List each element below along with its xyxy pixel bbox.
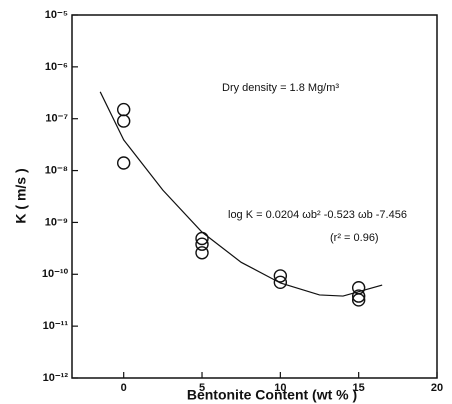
annotation: log K = 0.0204 ωb² -0.523 ωb -7.456 bbox=[228, 209, 407, 221]
data-point bbox=[351, 293, 366, 307]
y-tick-label: 10⁻⁹ bbox=[45, 216, 68, 228]
data-point bbox=[195, 246, 209, 260]
plot-frame bbox=[71, 14, 438, 379]
x-tick-label: 10 bbox=[274, 382, 286, 394]
x-axis-label: Bentonite Content (wt % ) bbox=[187, 387, 357, 403]
y-tick-label: 10⁻¹¹ bbox=[43, 320, 69, 332]
x-tick-label: 0 bbox=[121, 382, 127, 394]
data-point bbox=[195, 237, 209, 251]
x-tick-label: 5 bbox=[199, 382, 205, 394]
y-tick-label: 10⁻⁸ bbox=[45, 164, 68, 176]
y-tick-label: 10⁻¹⁰ bbox=[42, 268, 69, 280]
fit-curve bbox=[99, 91, 383, 297]
y-tick-label: 10⁻⁶ bbox=[45, 61, 68, 73]
annotation: Dry density = 1.8 Mg/m³ bbox=[222, 82, 339, 94]
data-point bbox=[195, 231, 209, 246]
annotation: (r² = 0.96) bbox=[330, 232, 379, 244]
data-point bbox=[273, 275, 288, 290]
y-tick-label: 10⁻⁵ bbox=[45, 9, 68, 21]
y-axis-label: K ( m/s ) bbox=[13, 168, 29, 223]
data-point bbox=[351, 289, 366, 303]
x-tick-label: 15 bbox=[353, 382, 365, 394]
data-point bbox=[116, 156, 131, 170]
y-tick-label: 10⁻¹² bbox=[43, 372, 69, 384]
x-tick-label: 20 bbox=[431, 382, 443, 394]
data-point bbox=[273, 269, 288, 283]
data-point bbox=[116, 114, 131, 128]
y-tick-label: 10⁻⁷ bbox=[45, 113, 68, 125]
data-point bbox=[116, 102, 131, 117]
